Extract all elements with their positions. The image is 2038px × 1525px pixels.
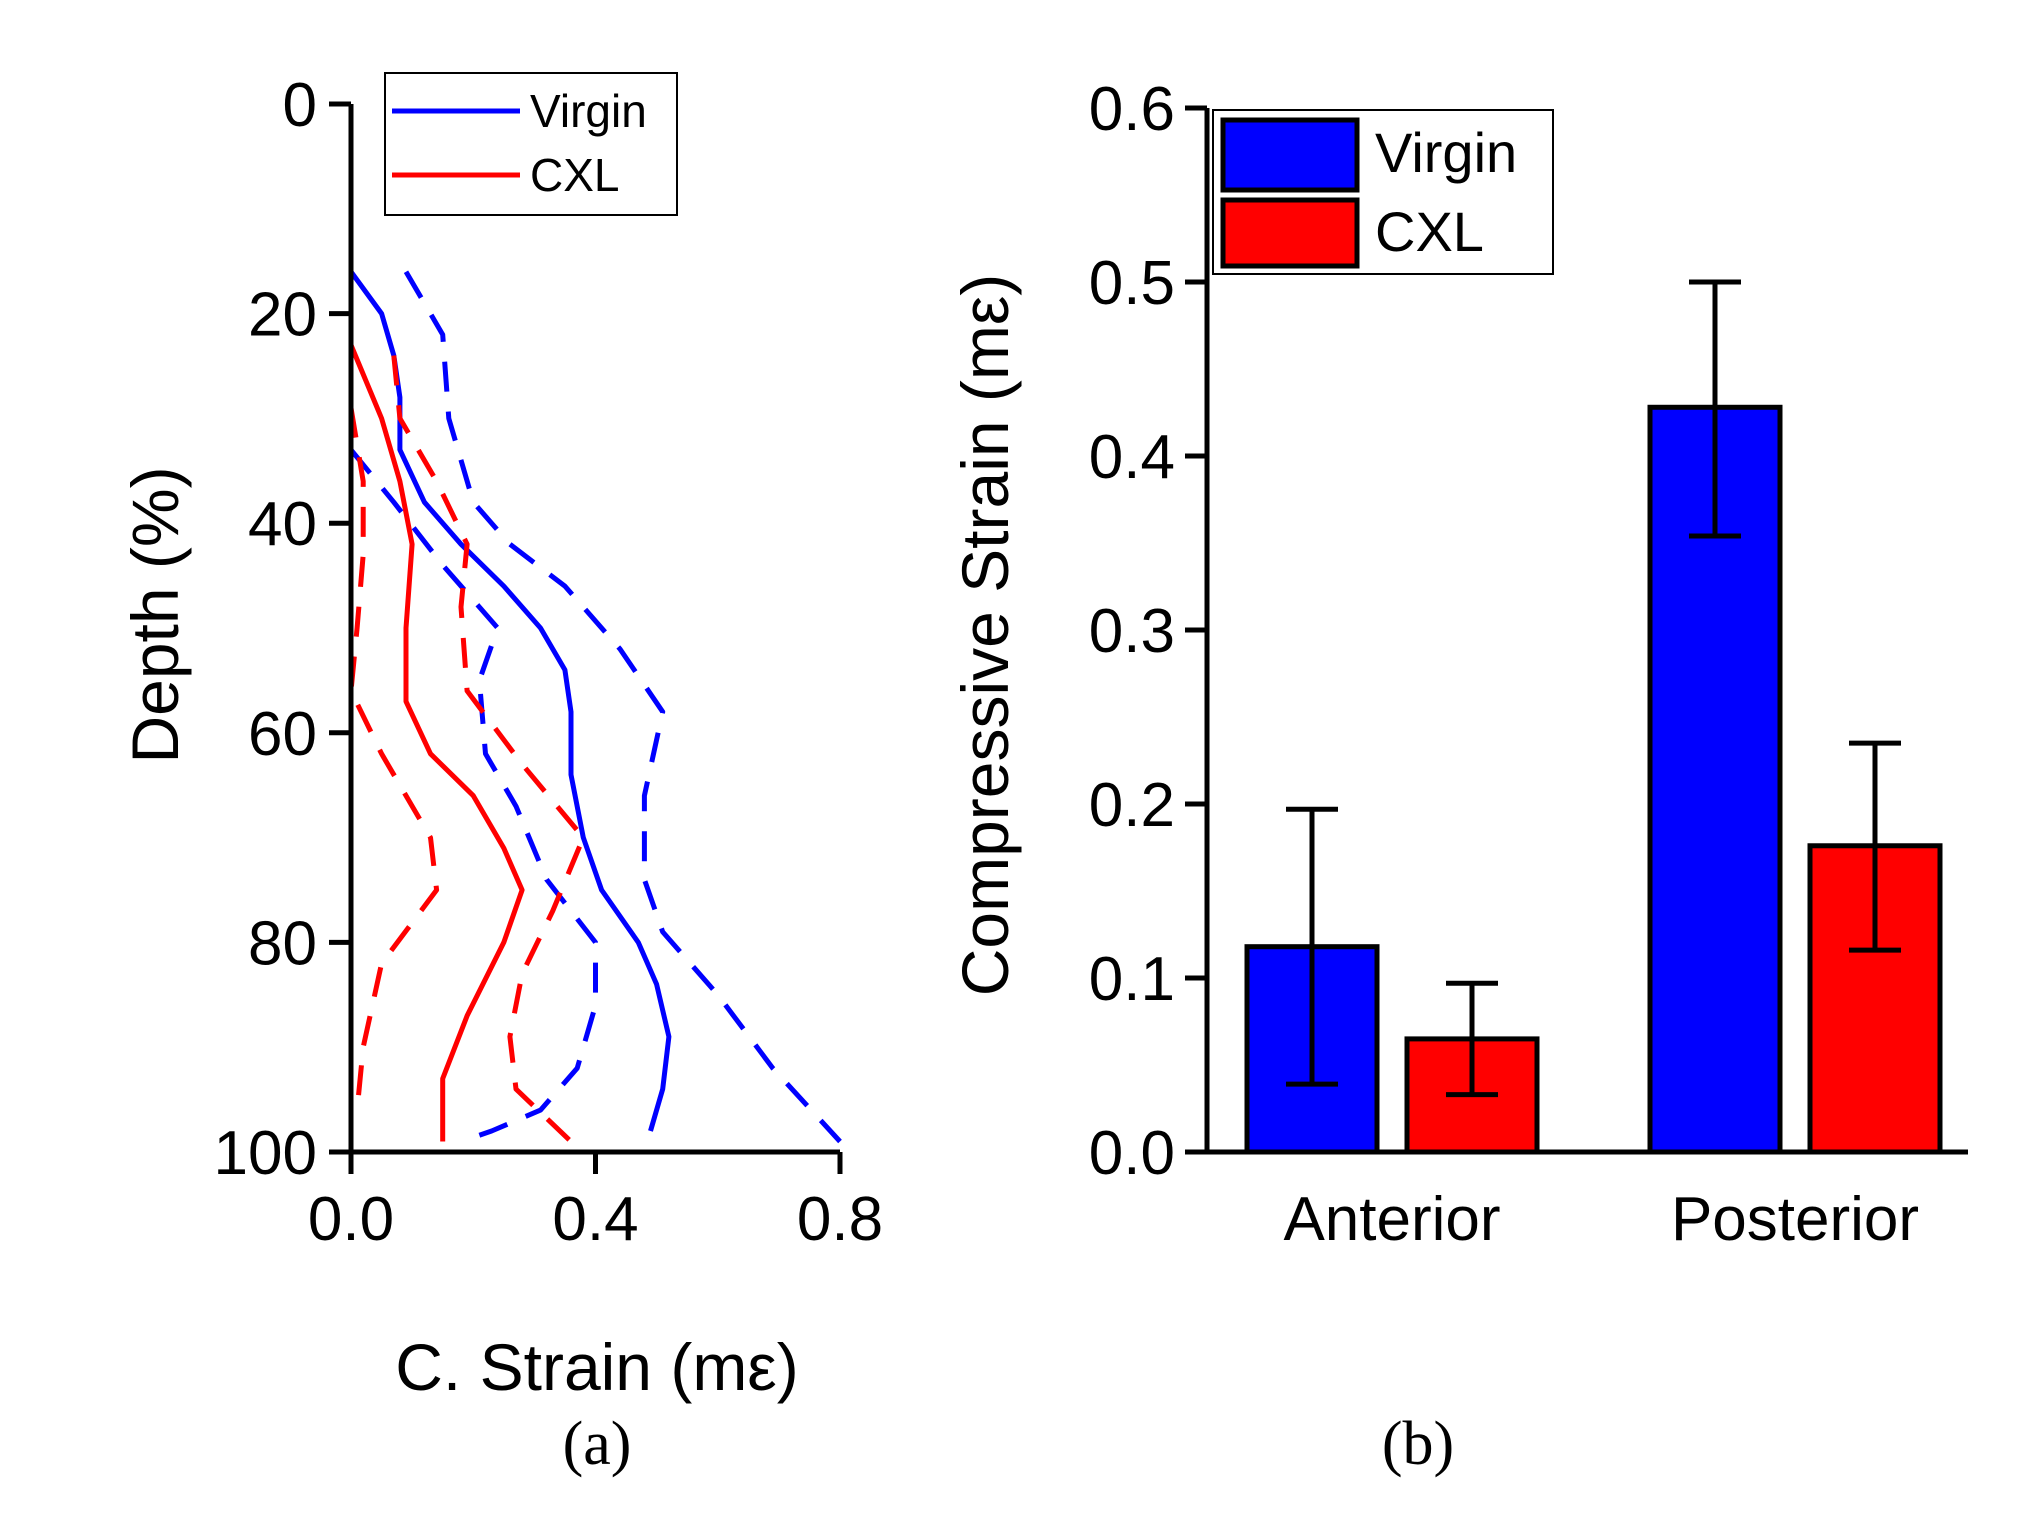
b-y-tick-label-0-6: 0.6 <box>1089 75 1175 144</box>
panel-b-caption: (b) <box>1382 1410 1454 1478</box>
panel-b-legend-cxl-label: CXL <box>1375 200 1484 263</box>
line-virgin-sd <box>403 270 842 1144</box>
panel-b-legend: Virgin CXL <box>1212 109 1554 275</box>
x-tick-label-0-4: 0.4 <box>552 1185 638 1254</box>
b-y-tick-label-0-2: 0.2 <box>1089 771 1175 840</box>
b-y-tick-label-0-3: 0.3 <box>1089 597 1175 666</box>
panel-b-legend-virgin-label: Virgin <box>1375 121 1517 184</box>
panel-b-ticks <box>1185 105 1207 1155</box>
panel-b-error-bars <box>1286 279 1901 1098</box>
panel-b-bar-chart: 0.00.10.20.30.40.50.6 Anterior Posterior … <box>948 75 1968 1478</box>
y-tick-label-0: 0 <box>283 71 317 140</box>
line-virgin <box>348 270 672 1132</box>
b-y-tick-label-0-4: 0.4 <box>1089 423 1175 492</box>
panel-a-legend-virgin-label: Virgin <box>530 85 647 137</box>
panel-b-category-labels: Anterior Posterior <box>1283 1185 1919 1254</box>
category-label-posterior: Posterior <box>1671 1185 1919 1254</box>
y-tick-label-20: 20 <box>248 281 317 350</box>
category-label-anterior: Anterior <box>1283 1185 1500 1254</box>
b-y-tick-label-0-0: 0.0 <box>1089 1119 1175 1188</box>
panel-b-tick-labels: 0.0 0.1 0.2 0.3 0.4 0.5 0.6 <box>1089 75 1175 1188</box>
panel-a-y-axis-label: Depth (%) <box>118 466 192 763</box>
x-tick-label-0-0: 0.0 <box>308 1185 394 1254</box>
line-virgin-sd <box>349 448 598 1144</box>
line-cxl <box>348 344 525 1142</box>
y-tick-label-60: 60 <box>248 700 317 769</box>
panel-a-plot-lines <box>348 270 842 1144</box>
panel-a-x-axis-label: C. Strain (mε) <box>395 1330 798 1404</box>
y-tick-label-80: 80 <box>248 909 317 978</box>
b-y-tick-label-0-1: 0.1 <box>1089 945 1175 1014</box>
panel-a-caption: (a) <box>563 1410 632 1478</box>
x-tick-label-0-8: 0.8 <box>797 1185 883 1254</box>
panel-a-ticks <box>329 101 843 1174</box>
panel-b-legend-virgin-swatch <box>1220 117 1360 193</box>
panel-a-legend-cxl-label: CXL <box>530 149 619 201</box>
panel-a-legend-box <box>384 72 678 216</box>
line-cxl-sd <box>391 355 586 1144</box>
y-tick-label-40: 40 <box>248 490 317 559</box>
b-y-tick-label-0-5: 0.5 <box>1089 249 1175 318</box>
line-cxl-sd <box>348 407 440 1111</box>
y-tick-label-100: 100 <box>214 1119 317 1188</box>
panel-a-legend: Virgin CXL <box>384 72 678 216</box>
panel-b-y-axis-label: Compressive Strain (mε) <box>948 274 1022 997</box>
panel-b-legend-cxl-swatch <box>1220 197 1360 269</box>
